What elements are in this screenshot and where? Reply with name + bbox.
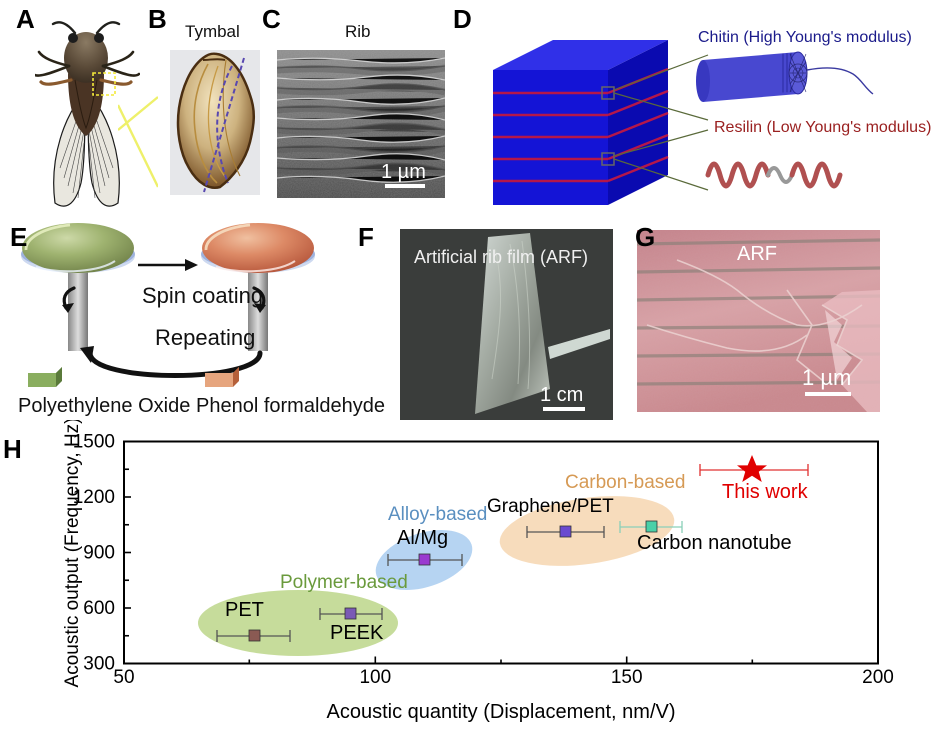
svg-text:1 cm: 1 cm (540, 384, 583, 406)
svg-text:600: 600 (83, 598, 115, 619)
svg-text:Acoustic quantity (Displacemen: Acoustic quantity (Displacement, nm/V) (326, 701, 675, 723)
svg-text:Spin coating: Spin coating (142, 283, 263, 308)
svg-text:Alloy-based: Alloy-based (388, 504, 487, 525)
svg-text:Acoustic output (Frequency, Hz: Acoustic output (Frequency, Hz) (62, 420, 83, 687)
svg-text:Graphene/PET: Graphene/PET (487, 496, 614, 517)
svg-text:Artificial rib film (ARF): Artificial rib film (ARF) (414, 247, 588, 267)
svg-text:This work: This work (722, 481, 809, 503)
svg-text:150: 150 (611, 667, 643, 688)
svg-text:1 µm: 1 µm (381, 161, 426, 183)
svg-text:50: 50 (113, 667, 134, 688)
svg-text:1 µm: 1 µm (802, 365, 851, 390)
svg-text:Carbon-based: Carbon-based (565, 472, 685, 493)
svg-text:PET: PET (225, 599, 264, 621)
svg-text:200: 200 (862, 667, 894, 688)
svg-text:Repeating: Repeating (155, 325, 255, 350)
svg-text:Polymer-based: Polymer-based (280, 572, 408, 593)
svg-text:300: 300 (83, 654, 115, 675)
svg-text:Al/Mg: Al/Mg (397, 527, 448, 549)
svg-text:Carbon nanotube: Carbon nanotube (637, 532, 792, 554)
svg-text:900: 900 (83, 543, 115, 564)
svg-text:100: 100 (359, 667, 391, 688)
svg-text:PEEK: PEEK (330, 622, 384, 644)
svg-text:ARF: ARF (737, 243, 777, 265)
